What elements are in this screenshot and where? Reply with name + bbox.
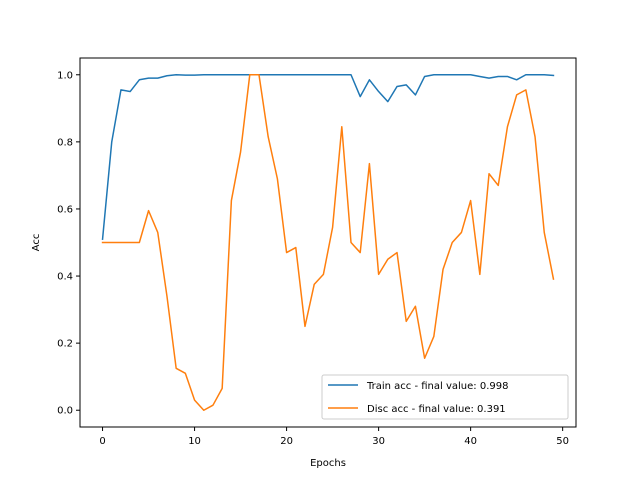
x-tick-label: 10 — [188, 436, 201, 447]
axes-frame — [79, 57, 577, 428]
y-tick-label: 0.4 — [57, 272, 73, 283]
y-tick-label: 0.0 — [57, 406, 73, 417]
series-line-1 — [101, 74, 555, 411]
legend-label-train: Train acc - final value: 0.998 — [366, 381, 508, 392]
x-tick-label: 50 — [556, 436, 569, 447]
legend-label-disc: Disc acc - final value: 0.391 — [367, 404, 506, 415]
y-tick-label: 1.0 — [57, 70, 73, 81]
plot-area — [101, 74, 555, 411]
x-axis: 0 10 20 30 40 50 — [99, 427, 569, 447]
legend: Train acc - final value: 0.998 Disc acc … — [321, 374, 569, 420]
y-axis: 0.0 0.2 0.4 0.6 0.8 1.0 — [57, 70, 80, 417]
y-axis-label: Acc — [31, 234, 42, 252]
x-tick-label: 40 — [464, 436, 477, 447]
x-tick-label: 30 — [372, 436, 385, 447]
y-tick-label: 0.6 — [57, 204, 73, 215]
y-tick-label: 0.8 — [57, 137, 73, 148]
x-tick-label: 20 — [280, 436, 293, 447]
x-tick-label: 0 — [99, 436, 105, 447]
y-tick-label: 0.2 — [57, 339, 73, 350]
series-line-0 — [101, 74, 555, 240]
legend-box — [321, 374, 569, 420]
x-axis-label: Epochs — [310, 458, 346, 469]
